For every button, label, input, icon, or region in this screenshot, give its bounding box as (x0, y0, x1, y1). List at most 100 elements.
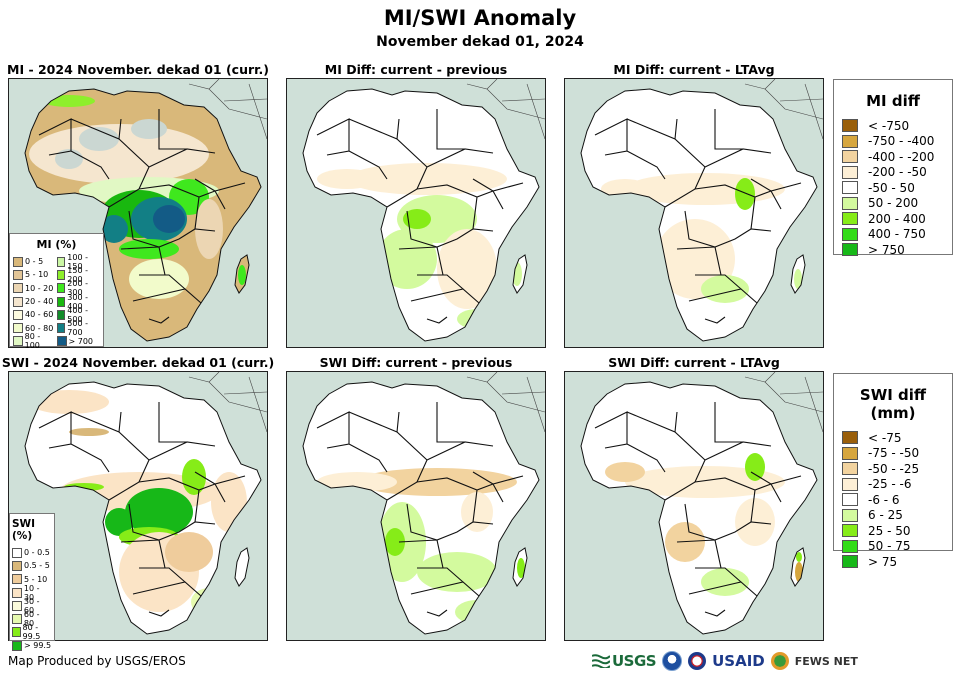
legend-swatch (842, 493, 858, 507)
legend-item: 500 - 700 (56, 319, 101, 337)
legend-swatch (12, 547, 22, 558)
legend-swatch (12, 560, 22, 571)
legend-label: 50 - 200 (868, 196, 919, 211)
country-border (316, 118, 388, 180)
legend-item: -25 - -6 (842, 477, 944, 493)
legend-item: 30 - 60 (12, 596, 52, 615)
legend-item: 100 - 150 (56, 253, 101, 271)
legend-item: 400 - 750 (842, 227, 944, 243)
neighbor-borders (188, 79, 267, 140)
legend-item: 6 - 25 (842, 508, 944, 524)
africa-map (580, 79, 823, 342)
land-mass (581, 89, 817, 341)
legend-label: 40 - 60 (25, 310, 54, 320)
country-border (676, 246, 742, 290)
value-region (794, 269, 802, 289)
legend-swatch (842, 446, 858, 460)
legend-swatch (842, 134, 858, 148)
legend-item: -50 - -25 (842, 461, 944, 477)
value-regions (317, 163, 522, 329)
coastline (302, 381, 540, 635)
legend-label: -75 - -50 (868, 446, 920, 461)
panel-title-mi-current: MI - 2024 November. dekad 01 (curr.) (7, 62, 269, 77)
country-border (688, 581, 758, 617)
legend-label: < -750 (868, 118, 910, 133)
country-border (472, 471, 524, 503)
legend-label: 5 - 10 (25, 270, 49, 280)
legend-item: 5 - 10 (13, 268, 57, 281)
neighbor-borders (188, 372, 267, 433)
legend-label: -50 - 50 (868, 180, 915, 195)
legend-label: 10 - 20 (25, 283, 54, 293)
country-border (674, 109, 743, 150)
panel-title-swi-current: SWI - 2024 November. dekad 01 (curr.) (1, 355, 275, 370)
map-credit: Map Produced by USGS/EROS (8, 654, 186, 668)
country-border (38, 118, 110, 180)
legend-label: < -75 (868, 430, 902, 445)
legend-label: 150 - 200 (67, 265, 88, 284)
legend-item: > 99.5 (12, 639, 52, 652)
africa-map (24, 79, 267, 342)
legend-item: 150 - 200 (56, 265, 101, 284)
value-region (165, 532, 213, 572)
country-border (664, 477, 772, 523)
legend-item: 50 - 75 (842, 539, 944, 555)
country-border (108, 184, 216, 230)
country-border (194, 178, 246, 210)
page-subtitle: November dekad 01, 2024 (376, 34, 584, 50)
country-border (750, 178, 802, 210)
legend-swatch (842, 462, 858, 476)
country-border (398, 246, 464, 290)
value-region (751, 309, 779, 329)
country-border (410, 288, 480, 324)
legend-label: 30 - 60 (23, 596, 40, 615)
coastline (580, 381, 818, 635)
legend-item: -6 - 6 (842, 492, 944, 508)
usaid-seal-icon (688, 652, 707, 670)
legend-item: 300 - 400 (56, 293, 101, 311)
legend-mi-percent: MI (%) 0 - 5 5 - 10 10 - 20 20 - 40 40 -… (9, 233, 104, 350)
legend-swatch (12, 614, 22, 625)
legend-swatch (842, 212, 858, 226)
legend-label: 60 - 80 (25, 323, 54, 333)
value-region (29, 124, 209, 184)
legend-swi-diff: SWI diff (mm) < -75 -75 - -50 -50 - -25 … (833, 373, 953, 569)
usgs-label: USGS (612, 652, 657, 670)
legend-swatch (13, 309, 23, 320)
legend-mi-diff: MI diff < -750 -750 - -400 -400 - -200 -… (833, 79, 953, 258)
legend-item: 60 - 80 (13, 321, 57, 334)
legend-swatch (842, 555, 858, 569)
legend-item: 60 - 80 (12, 610, 52, 628)
legend-item: 80 - 99.5 (12, 623, 52, 641)
legend-label: 20 - 40 (25, 297, 54, 307)
map-panel-swi-diff-ltavg (564, 371, 824, 641)
legend-swatch (56, 323, 66, 334)
country-border (406, 503, 494, 541)
legend-label: 200 - 400 (868, 211, 926, 226)
legend-swatch (842, 150, 858, 164)
value-region (605, 462, 645, 482)
legend-label: 0 - 5 (25, 257, 44, 267)
legend-swatch (12, 574, 22, 585)
legend-item: 40 - 60 (13, 308, 57, 321)
value-region (69, 428, 109, 436)
legend-label: > 99.5 (24, 641, 52, 651)
legend-label: 10 - 30 (23, 583, 40, 602)
legend-label: > 750 (868, 242, 905, 257)
country-border (120, 539, 186, 583)
country-border (750, 471, 802, 503)
country-border (410, 581, 480, 617)
legend-swatch (12, 600, 22, 611)
legend-label: -50 - -25 (868, 461, 920, 476)
legend-item: > 75 (842, 554, 944, 570)
legend-swatch (56, 269, 66, 280)
usgs-logo: USGS (592, 652, 657, 670)
coastline (24, 88, 262, 342)
country-border (674, 402, 743, 443)
legend-swatch (56, 336, 67, 347)
country-border (128, 503, 216, 541)
legend-title: MI (%) (36, 238, 77, 251)
map-panel-swi-diff-previous (286, 371, 546, 641)
legend-item: > 750 (842, 242, 944, 258)
legend-swatch (13, 269, 23, 280)
